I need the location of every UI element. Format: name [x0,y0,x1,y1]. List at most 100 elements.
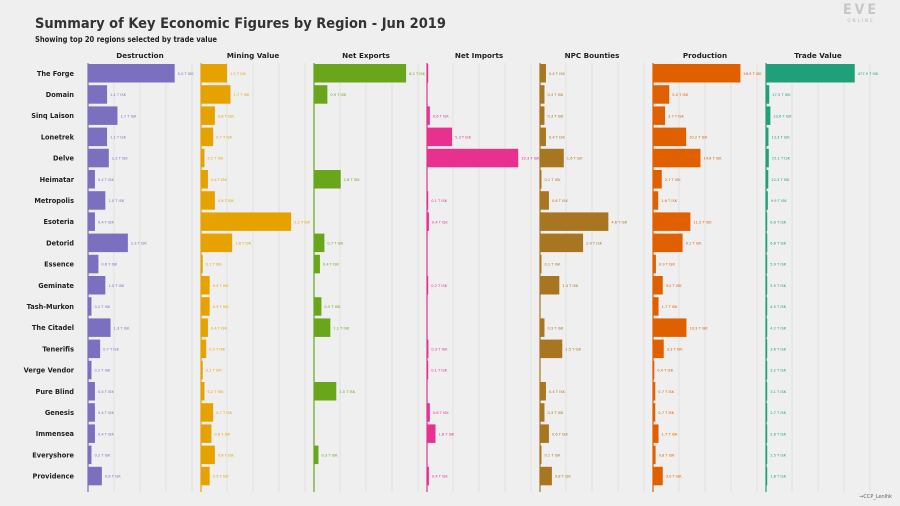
bar-destruction-the-citadel [88,318,111,337]
bar-destruction-genesis [88,403,95,422]
data-label-net-imports-tenerifis: 0.3 T ISK [431,347,448,351]
bar-mining-value-detorid [201,233,233,253]
data-label-net-imports-delve: 19.3 T ISK [521,157,540,161]
bar-npc-bounties-immensea [540,424,549,443]
data-label-net-imports-genesis: 0.6 T ISK [433,411,450,415]
bar-mining-value-tenerifis [201,339,207,359]
data-label-npc-bounties-the-citadel: 0.3 T ISK [547,326,564,330]
bar-production-essence [653,254,656,274]
bar-npc-bounties-the-citadel [540,318,545,337]
bar-net-imports-metropolis [427,191,429,210]
bar-destruction-metropolis [88,191,106,210]
data-label-mining-value-essence: 0.1 T ISK [206,263,223,267]
bar-destruction-tenerifis [88,339,101,359]
data-label-production-providence: 3.0 T ISK [666,475,683,479]
bar-trade-value-sinq-laison [766,106,771,125]
data-label-mining-value-pure-blind: 0.2 T ISK [207,390,224,394]
data-label-net-exports-heimatar: 1.8 T ISK [344,178,361,182]
data-label-production-detorid: 9.1 T ISK [686,241,703,245]
logo-subtext: ONLINE [847,19,875,24]
data-label-destruction-genesis: 0.4 T ISK [98,411,115,415]
bar-net-imports-verge-vendor [427,360,429,380]
bar-destruction-the-forge [88,64,175,83]
category-label-the-forge: The Forge [37,70,75,78]
data-label-trade-value-detorid: 6.8 T ISK [770,241,787,245]
data-label-mining-value-domain: 1.7 T ISK [233,93,250,97]
bar-net-imports-the-forge [427,64,429,83]
bar-net-imports-providence [427,466,429,486]
bar-mining-value-verge-vendor [201,360,203,380]
data-label-production-immensea: 1.7 T ISK [662,432,679,436]
data-label-mining-value-tenerifis: 0.3 T ISK [209,347,226,351]
bar-trade-value-tenerifis [766,339,768,359]
bar-trade-value-verge-vendor [766,360,768,380]
bar-npc-bounties-genesis [540,403,545,422]
data-label-production-the-citadel: 10.3 T ISK [689,326,708,330]
bar-npc-bounties-domain [540,85,545,104]
data-label-mining-value-detorid: 1.8 T ISK [235,241,252,245]
bar-npc-bounties-esoteria [540,212,609,231]
category-label-lonetrek: Lonetrek [41,133,75,141]
data-label-destruction-metropolis: 1.0 T ISK [108,199,125,203]
bar-destruction-esoteria [88,212,95,231]
bar-mining-value-heimatar [201,170,208,189]
data-label-net-imports-verge-vendor: 0.1 T ISK [431,369,448,373]
category-label-essence: Essence [44,261,74,269]
data-label-npc-bounties-metropolis: 0.6 T ISK [552,199,569,203]
data-label-mining-value-the-citadel: 0.4 T ISK [211,326,228,330]
data-label-destruction-immensea: 0.4 T ISK [98,432,115,436]
data-label-npc-bounties-immensea: 0.6 T ISK [552,432,569,436]
eve-online-logo: EVE ONLINE [836,2,886,28]
data-label-mining-value-sinq-laison: 0.8 T ISK [218,114,235,118]
data-label-destruction-geminate: 1.0 T ISK [108,284,125,288]
data-label-production-heimatar: 2.7 T ISK [665,178,682,182]
data-label-trade-value-tenerifis: 3.6 T ISK [770,347,787,351]
bar-net-exports-the-forge [314,64,407,83]
data-label-production-esoteria: 11.5 T ISK [693,220,712,224]
data-label-mining-value-genesis: 0.7 T ISK [216,411,233,415]
data-label-net-exports-detorid: 0.7 T ISK [327,241,344,245]
data-label-production-delve: 14.6 T ISK [703,157,722,161]
panel-title-net-exports: Net Exports [342,51,390,60]
data-label-net-exports-everyshore: 0.3 T ISK [321,453,338,457]
data-label-destruction-everyshore: 0.2 T ISK [94,453,111,457]
data-label-net-imports-metropolis: 0.1 T ISK [431,199,448,203]
bar-mining-value-the-forge [201,64,227,83]
bar-npc-bounties-tenerifis [540,339,563,359]
bar-trade-value-detorid [766,233,768,253]
data-label-npc-bounties-everyshore: 0.1 T ISK [544,453,561,457]
data-label-trade-value-domain: 17.5 T ISK [772,93,791,97]
bar-trade-value-domain [766,85,770,104]
data-label-destruction-the-citadel: 1.3 T ISK [114,326,131,330]
data-label-mining-value-providence: 0.5 T ISK [213,475,230,479]
data-label-npc-bounties-sinq-laison: 0.3 T ISK [547,114,564,118]
category-label-domain: Domain [46,91,75,99]
bar-trade-value-everyshore [766,445,768,465]
data-label-destruction-detorid: 2.3 T ISK [131,241,148,245]
data-label-npc-bounties-esoteria: 4.6 T ISK [611,220,628,224]
data-label-mining-value-immensea: 0.6 T ISK [214,432,231,436]
page-title: Summary of Key Economic Figures by Regio… [35,16,446,32]
data-label-net-exports-pure-blind: 1.5 T ISK [339,390,356,394]
data-label-net-exports-the-citadel: 1.1 T ISK [333,326,350,330]
bar-net-imports-esoteria [427,212,429,231]
category-label-esoteria: Esoteria [43,218,74,226]
bar-npc-bounties-essence [540,254,542,274]
bar-production-detorid [653,233,683,253]
category-label-verge-vendor: Verge Vendor [24,367,75,375]
bar-production-immensea [653,424,659,443]
bar-net-imports-lonetrek [427,127,453,147]
data-label-destruction-delve: 1.2 T ISK [112,157,129,161]
category-label-metropolis: Metropolis [34,197,74,205]
bar-production-verge-vendor [653,360,655,380]
data-label-production-sinq-laison: 3.7 T ISK [668,114,685,118]
bar-production-tash-murkon [653,297,659,316]
bar-npc-bounties-lonetrek [540,127,546,147]
data-label-trade-value-essence: 5.9 T ISK [770,263,787,267]
category-label-delve: Delve [53,155,75,163]
category-label-geminate: Geminate [38,282,74,290]
category-label-genesis: Genesis [45,409,74,417]
category-label-everyshore: Everyshore [32,451,74,459]
author-credit: →CCP_Lenlhk [859,494,892,500]
